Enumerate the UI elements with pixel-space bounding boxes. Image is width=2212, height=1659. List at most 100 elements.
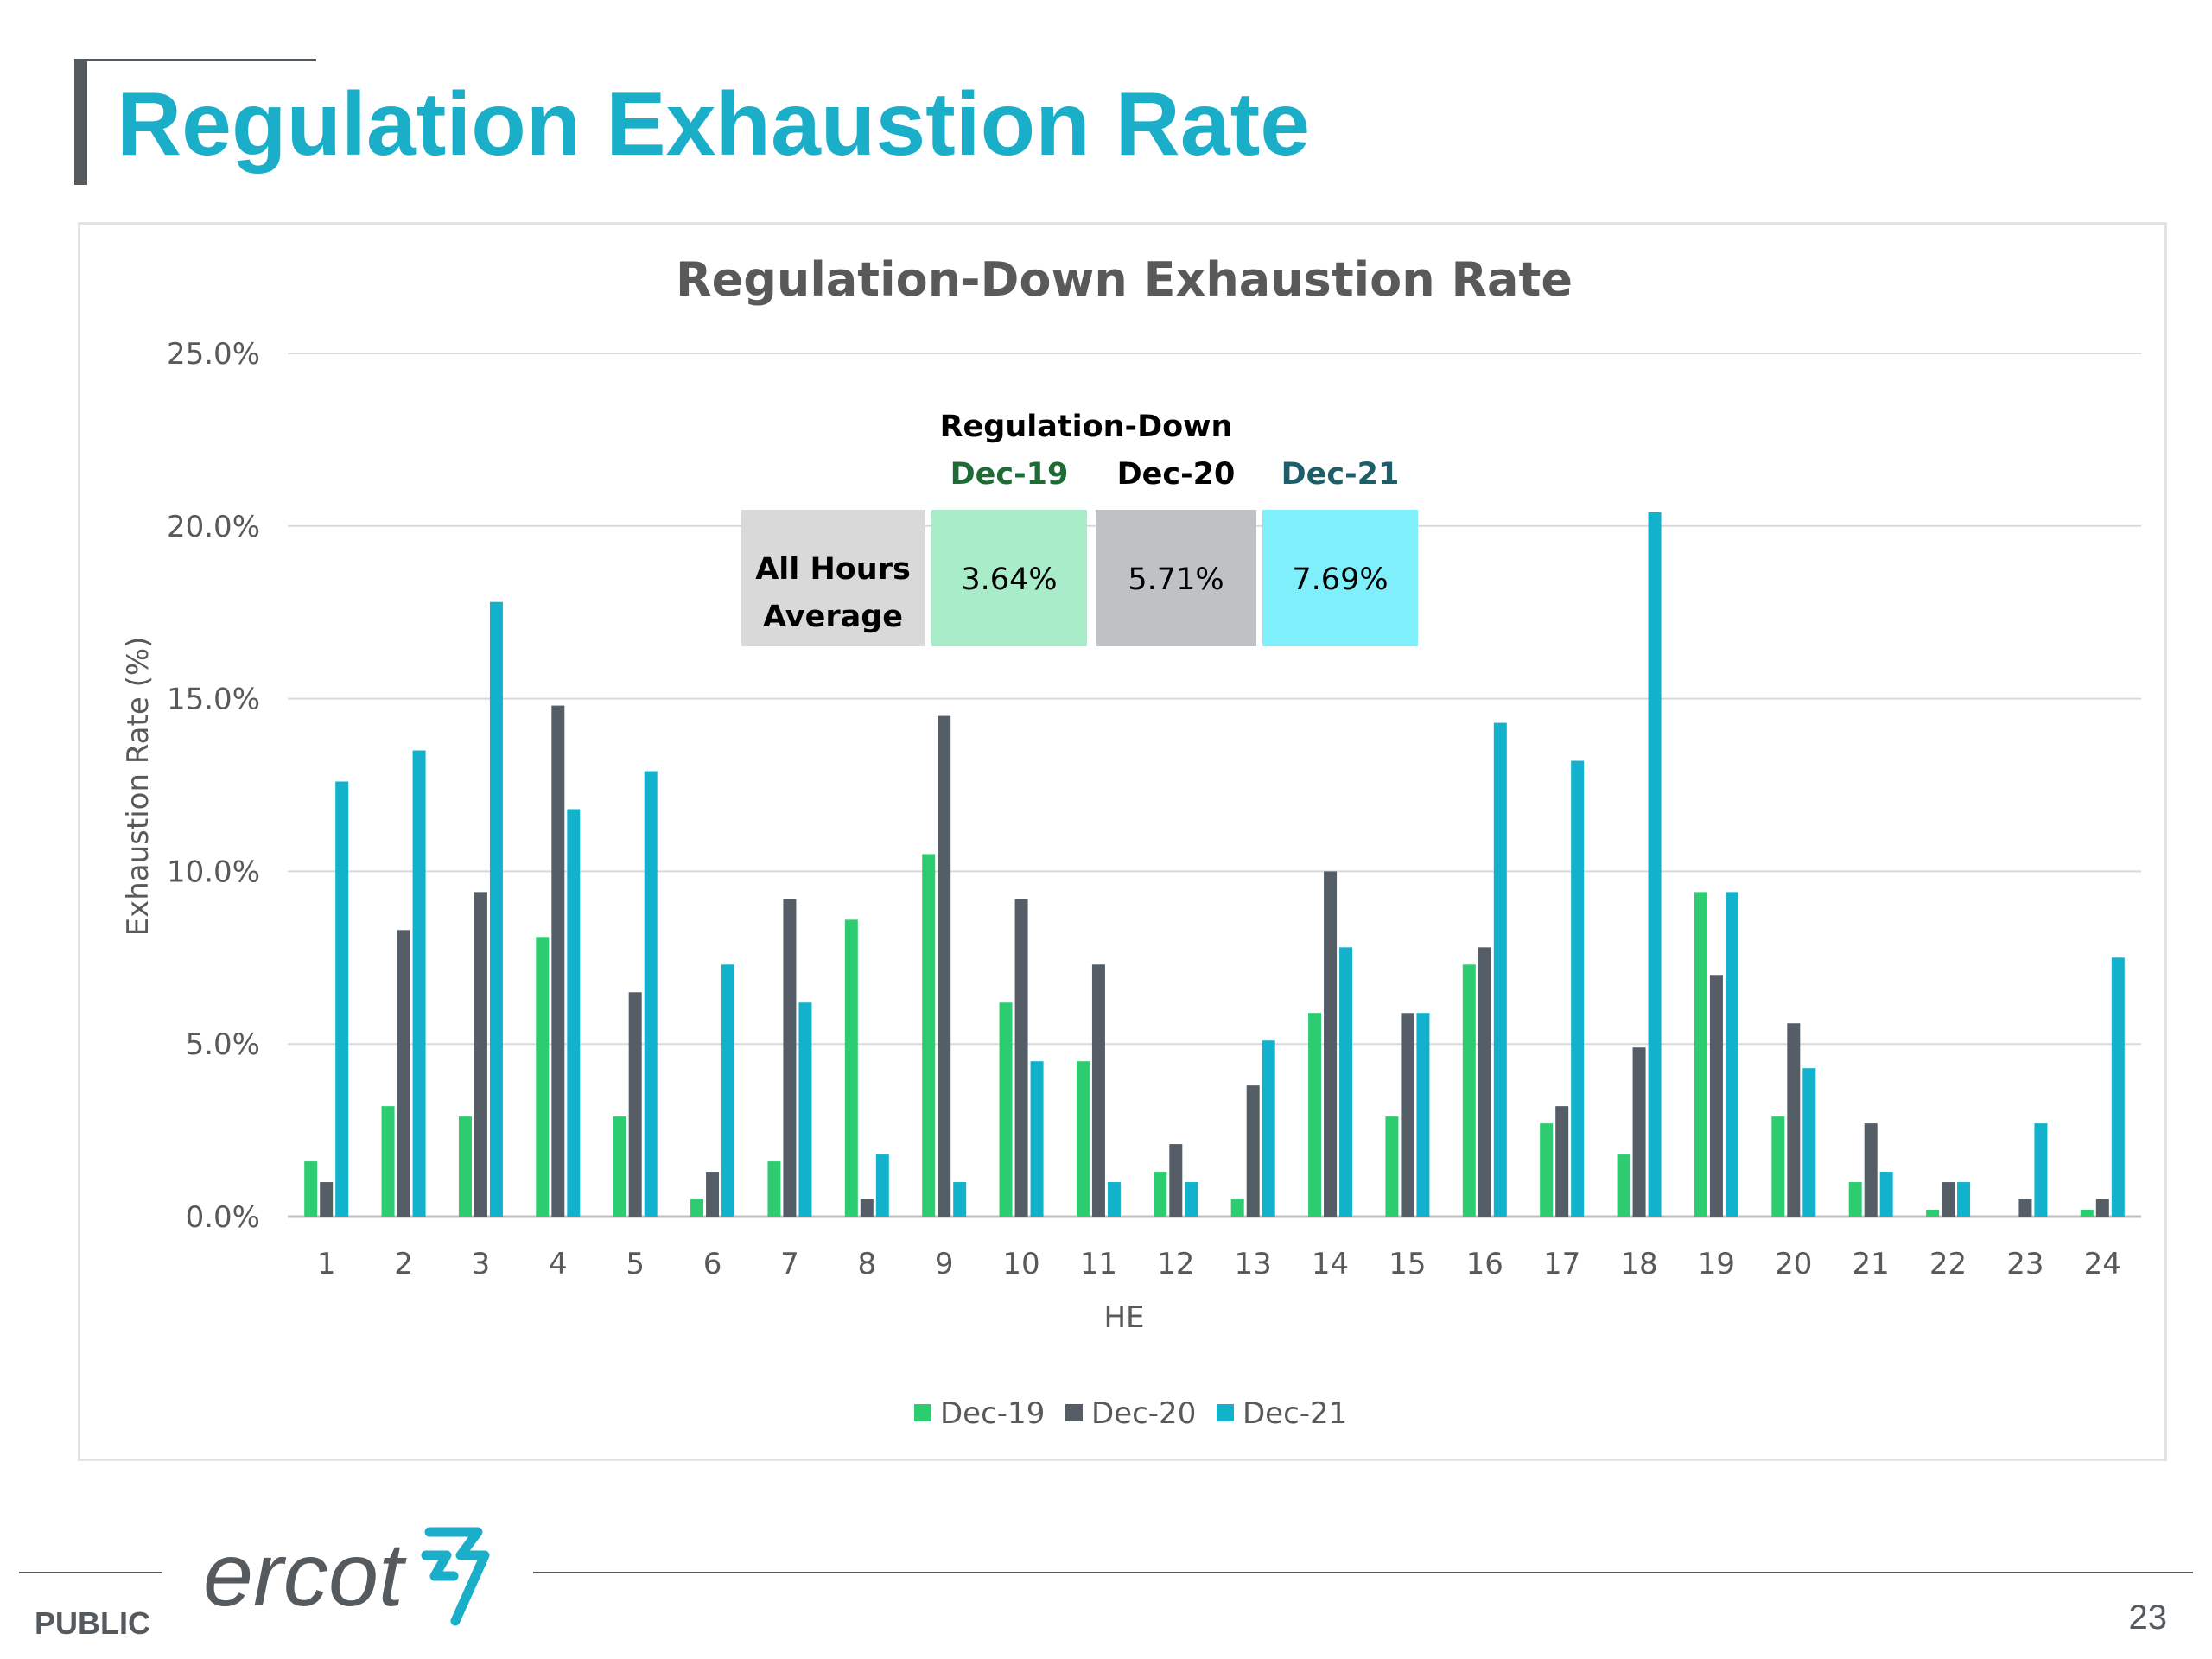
bar-dec-21-he1 <box>335 781 349 1217</box>
legend-label-dec-20: Dec-20 <box>1091 1396 1196 1431</box>
bar-dec-20-he5 <box>628 992 642 1217</box>
bar-dec-19-he5 <box>613 1116 626 1217</box>
ercot-logo: ercot <box>203 1525 490 1626</box>
title-accent-bar <box>74 59 87 185</box>
x-tick-label: 15 <box>1389 1247 1426 1281</box>
bar-dec-19-he24 <box>2080 1210 2094 1217</box>
summary-col-header-dec-20: Dec-20 <box>1117 457 1236 492</box>
bar-dec-19-he15 <box>1385 1116 1399 1217</box>
bar-dec-19-he8 <box>844 919 858 1217</box>
bar-dec-20-he8 <box>860 1199 874 1217</box>
bar-dec-20-he2 <box>397 930 410 1217</box>
legend-label-dec-21: Dec-21 <box>1243 1396 1347 1431</box>
summary-col-header-dec-21: Dec-21 <box>1281 457 1400 492</box>
bar-dec-21-he22 <box>1957 1182 1971 1217</box>
x-tick-label: 1 <box>317 1247 336 1281</box>
bar-dec-19-he13 <box>1230 1199 1244 1217</box>
bar-dec-21-he9 <box>953 1182 967 1217</box>
bar-dec-19-he10 <box>999 1002 1013 1217</box>
summary-value-cell-dec-21 <box>1262 510 1418 646</box>
bar-dec-19-he1 <box>304 1161 318 1217</box>
bar-dec-21-he23 <box>2034 1123 2048 1217</box>
bar-dec-20-he6 <box>706 1172 720 1217</box>
bar-dec-21-he2 <box>412 750 426 1217</box>
legend-swatch-dec-19 <box>914 1404 931 1421</box>
bar-dec-20-he1 <box>320 1182 334 1217</box>
y-tick-label: 25.0% <box>167 337 260 372</box>
x-tick-label: 3 <box>472 1247 491 1281</box>
bar-dec-21-he10 <box>1030 1061 1044 1217</box>
bar-dec-19-he4 <box>536 937 550 1217</box>
bar-dec-20-he9 <box>938 715 951 1217</box>
footer-rule-left <box>19 1572 162 1573</box>
x-tick-label: 21 <box>1853 1247 1890 1281</box>
bar-chart: Regulation-Down Exhaustion Rate 0.0% 5.0% 1… <box>121 252 2141 1431</box>
bar-dec-19-he19 <box>1694 892 1707 1217</box>
y-tick-label: 20.0% <box>167 510 260 544</box>
y-tick-label: 10.0% <box>167 855 260 889</box>
bar-dec-19-he14 <box>1308 1013 1322 1217</box>
bar-dec-19-he7 <box>767 1161 781 1217</box>
x-tick-label: 8 <box>857 1247 876 1281</box>
summary-value-dec-21: 7.69% <box>1292 563 1388 597</box>
bar-dec-20-he16 <box>1478 947 1491 1217</box>
bar-dec-21-he19 <box>1725 892 1738 1217</box>
y-axis-title: Exhaustion Rate (%) <box>121 637 156 937</box>
summary-table-title: Regulation-Down <box>940 410 1233 444</box>
x-tick-label: 17 <box>1543 1247 1580 1281</box>
x-tick-label: 13 <box>1235 1247 1272 1281</box>
bar-dec-21-he12 <box>1185 1182 1198 1217</box>
legend-swatch-dec-21 <box>1217 1404 1234 1421</box>
bar-dec-19-he21 <box>1848 1182 1862 1217</box>
x-tick-label: 20 <box>1775 1247 1812 1281</box>
bar-dec-20-he10 <box>1014 899 1028 1217</box>
bar-dec-19-he22 <box>1926 1210 1940 1217</box>
y-tick-label: 0.0% <box>186 1200 260 1235</box>
bar-dec-19-he17 <box>1540 1123 1554 1217</box>
bar-dec-19-he6 <box>690 1199 704 1217</box>
summary-row-label-line2: Average <box>763 600 903 634</box>
bar-dec-19-he20 <box>1771 1116 1785 1217</box>
legend-swatch-dec-20 <box>1065 1404 1083 1421</box>
slide-title: Regulation Exhaustion Rate <box>117 74 1311 175</box>
x-tick-label: 19 <box>1698 1247 1735 1281</box>
bar-dec-20-he18 <box>1632 1047 1646 1217</box>
bar-dec-20-he15 <box>1401 1013 1414 1217</box>
bar-dec-19-he12 <box>1154 1172 1167 1217</box>
legend-label-dec-19: Dec-19 <box>940 1396 1045 1431</box>
bar-dec-21-he14 <box>1339 947 1353 1217</box>
bar-dec-20-he14 <box>1324 871 1338 1217</box>
bar-dec-20-he13 <box>1246 1085 1260 1217</box>
summary-value-cell-dec-20 <box>1096 510 1256 646</box>
bar-dec-20-he12 <box>1169 1144 1183 1217</box>
bar-dec-19-he3 <box>458 1116 472 1217</box>
footer-rule-right <box>533 1572 2193 1573</box>
summary-value-dec-19: 3.64% <box>961 563 1057 597</box>
title-accent-rule <box>74 59 316 61</box>
bar-dec-21-he20 <box>1802 1068 1816 1217</box>
summary-col-header-dec-19: Dec-19 <box>950 457 1069 492</box>
bar-dec-20-he21 <box>1864 1123 1878 1217</box>
x-tick-label: 22 <box>1929 1247 1967 1281</box>
y-tick-label: 5.0% <box>186 1027 260 1062</box>
bar-dec-20-he7 <box>783 899 797 1217</box>
bar-dec-21-he24 <box>2111 957 2125 1217</box>
bar-dec-20-he24 <box>2095 1199 2109 1217</box>
x-tick-label: 23 <box>2006 1247 2044 1281</box>
x-tick-label: 12 <box>1157 1247 1194 1281</box>
bar-dec-19-he11 <box>1076 1061 1090 1217</box>
classification-label: PUBLIC <box>35 1605 150 1641</box>
bar-dec-19-he18 <box>1617 1154 1630 1217</box>
x-axis-title: HE <box>1103 1300 1144 1335</box>
bar-dec-21-he8 <box>875 1154 889 1217</box>
bar-dec-20-he11 <box>1091 964 1105 1217</box>
bar-dec-21-he7 <box>798 1002 812 1217</box>
x-tick-label: 10 <box>1002 1247 1039 1281</box>
bar-dec-21-he3 <box>489 601 503 1217</box>
bar-dec-21-he21 <box>1879 1172 1893 1217</box>
bar-dec-21-he13 <box>1262 1040 1275 1217</box>
bar-dec-20-he17 <box>1555 1106 1569 1217</box>
bar-dec-19-he9 <box>922 854 936 1217</box>
bar-dec-20-he23 <box>2018 1199 2032 1217</box>
y-tick-label: 15.0% <box>167 683 260 717</box>
